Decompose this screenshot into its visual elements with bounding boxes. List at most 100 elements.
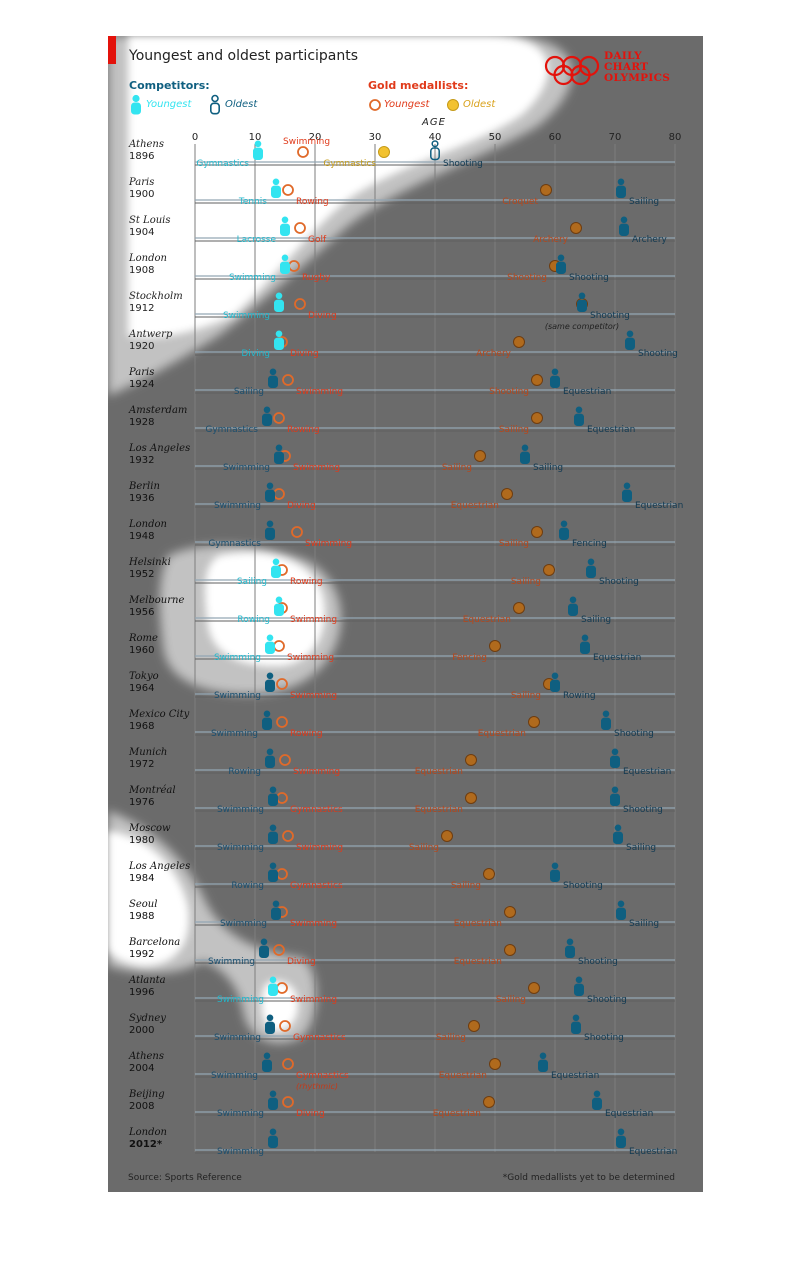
medal-oldest-label: Sailing — [442, 463, 472, 473]
competitor-oldest-icon — [520, 444, 530, 464]
row-year: 2000 — [129, 1025, 154, 1036]
medal-youngest-label: Diving — [287, 957, 316, 967]
competitor-youngest-icon — [274, 292, 284, 312]
row-year: 1968 — [129, 721, 154, 732]
row-year: 1912 — [129, 303, 154, 314]
competitor-oldest-icon — [616, 1128, 626, 1148]
competitor-youngest-icon — [265, 482, 275, 502]
competitor-oldest-icon-head — [623, 482, 631, 490]
medal-oldest-marker — [513, 602, 525, 614]
competitor-oldest-label: Equestrian — [551, 1071, 599, 1081]
competitor-oldest-icon — [610, 786, 620, 806]
competitor-oldest-icon-head — [587, 558, 595, 566]
competitor-oldest-icon — [586, 558, 596, 578]
competitor-oldest-label: Sailing — [581, 615, 611, 625]
medal-oldest-label: Equestrian — [463, 615, 511, 625]
medal-youngest-label: Gymnastics — [293, 1033, 346, 1043]
medal-youngest-label: Swimming — [296, 387, 343, 397]
competitor-oldest-icon-head — [560, 520, 568, 528]
olympic-rings-icon — [544, 55, 600, 86]
competitor-oldest-icon — [601, 710, 611, 730]
medal-youngest-marker — [297, 146, 309, 158]
competitor-youngest-icon — [265, 748, 275, 768]
competitor-youngest-icon-head — [275, 444, 283, 452]
competitor-oldest-icon-head — [617, 900, 625, 908]
source-note: Source: Sports Reference — [128, 1173, 242, 1183]
competitor-oldest-label: Shooting — [569, 273, 609, 283]
competitor-oldest-icon — [619, 216, 629, 236]
competitor-oldest-icon-body — [616, 185, 626, 198]
medal-youngest-label: Rowing — [296, 197, 329, 207]
medal-oldest-marker — [468, 1020, 480, 1032]
competitor-youngest-label: Swimming — [208, 957, 255, 967]
competitor-youngest-icon — [268, 1128, 278, 1148]
competitor-youngest-icon-head — [275, 292, 283, 300]
row-city: Amsterdam — [128, 405, 187, 416]
row-city: Seoul — [129, 899, 157, 910]
row-city: Mexico City — [128, 709, 190, 720]
medal-oldest-label: Croquet — [502, 197, 538, 207]
competitor-oldest-icon-body — [550, 375, 560, 388]
competitor-oldest-label: Shooting — [638, 349, 678, 359]
row-year: 1992 — [129, 949, 154, 960]
medal-youngest-label: Rowing — [290, 577, 323, 587]
row-city: Sydney — [129, 1013, 166, 1024]
competitor-youngest-icon-head — [266, 634, 274, 642]
competitor-oldest-icon-head — [593, 1090, 601, 1098]
medal-youngest-marker — [291, 526, 303, 538]
competitor-youngest-icon-head — [272, 178, 280, 186]
medal-oldest-label: Archery — [533, 235, 569, 245]
medal-oldest-label: Sailing — [511, 577, 541, 587]
medal-oldest-label: Shooting — [507, 273, 547, 283]
competitor-oldest-icon — [568, 596, 578, 616]
row-city: London — [128, 253, 167, 264]
competitor-youngest-icon-body — [253, 147, 263, 160]
competitor-youngest-icon-head — [263, 710, 271, 718]
row-city: London — [128, 1127, 167, 1138]
competitor-youngest-label: Swimming — [223, 311, 270, 321]
medal-oldest-label: Equestrian — [433, 1109, 481, 1119]
row-city: Tokyo — [129, 671, 159, 682]
legend-medallist-youngest: Youngest — [384, 99, 430, 110]
competitor-youngest-icon — [265, 1014, 275, 1034]
row-year: 1932 — [129, 455, 154, 466]
medal-oldest-marker — [483, 1096, 495, 1108]
medal-oldest-marker — [441, 830, 453, 842]
medal-youngest-marker — [276, 678, 288, 690]
competitor-oldest-icon-body — [577, 299, 587, 312]
competitor-youngest-icon — [265, 672, 275, 692]
competitor-oldest-label: Equestrian — [563, 387, 611, 397]
x-tick-label: 70 — [609, 132, 622, 143]
medal-youngest-label: Swimming — [305, 539, 352, 549]
competitor-youngest-icon-body — [271, 565, 281, 578]
competitor-youngest-icon-body — [268, 793, 278, 806]
competitor-youngest-icon-body — [274, 299, 284, 312]
competitor-oldest-icon-head — [611, 786, 619, 794]
x-tick-label: 50 — [489, 132, 502, 143]
competitor-youngest-icon — [268, 1090, 278, 1110]
medal-youngest-marker — [276, 792, 288, 804]
competitor-youngest-label: Swimming — [211, 1071, 258, 1081]
competitor-youngest-icon-head — [275, 596, 283, 604]
legend-medallists-label: Gold medallists: — [368, 79, 469, 92]
row-city: Melbourne — [128, 595, 184, 606]
medal-youngest-marker — [273, 488, 285, 500]
row-year: 1924 — [129, 379, 154, 390]
competitor-youngest-icon-head — [263, 406, 271, 414]
medal-youngest-marker — [282, 1058, 294, 1070]
competitor-youngest-icon-body — [271, 907, 281, 920]
medal-oldest-marker — [540, 184, 552, 196]
logo-line-1: DAILY — [604, 50, 642, 62]
competitor-oldest-icon-body — [586, 565, 596, 578]
competitor-youngest-icon-body — [268, 831, 278, 844]
competitor-youngest-icon-body — [268, 983, 278, 996]
competitor-oldest-icon — [592, 1090, 602, 1110]
competitor-youngest-icon-body — [274, 603, 284, 616]
competitor-youngest-label: Sailing — [237, 577, 267, 587]
competitor-oldest-icon-head — [620, 216, 628, 224]
medal-oldest-label: Sailing — [499, 539, 529, 549]
